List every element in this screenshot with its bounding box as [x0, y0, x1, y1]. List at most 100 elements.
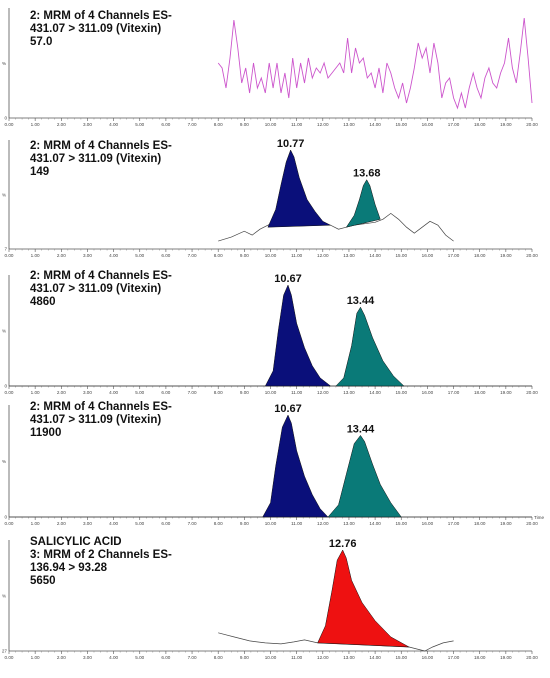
- chromatogram-panel: 0.00 1.00 2.00 3.00 4.00 5.00 6.00 7.00 8.00 9.00…: [2, 273, 538, 395]
- x-tick-label: 19.00: [500, 390, 512, 395]
- peak-area: [317, 549, 410, 648]
- x-tick-label: 7.00: [188, 521, 197, 526]
- header-line: 2: MRM of 4 Channels ES-: [30, 401, 172, 413]
- x-tick-label: 20.00: [526, 122, 538, 127]
- x-tick-label: 5.00: [135, 521, 144, 526]
- x-tick-label: 9.00: [240, 253, 249, 258]
- x-tick-label: 9.00: [240, 390, 249, 395]
- x-tick-label: 17.00: [448, 122, 460, 127]
- x-tick-label: 2.00: [57, 253, 66, 258]
- x-tick-label: 14.00: [369, 122, 381, 127]
- panel-header: SALICYLIC ACID 3: MRM of 2 Channels ES- …: [30, 536, 172, 588]
- x-tick-label: 18.00: [474, 390, 486, 395]
- x-tick-label: 18.00: [474, 122, 486, 127]
- panel-header: 2: MRM of 4 Channels ES- 431.07 > 311.09…: [30, 10, 172, 49]
- x-tick-label: 19.00: [500, 655, 512, 660]
- panel-header: 2: MRM of 4 Channels ES- 431.07 > 311.09…: [30, 140, 172, 179]
- panel-header: 2: MRM of 4 Channels ES- 431.07 > 311.09…: [30, 401, 172, 440]
- x-tick-label: 15.00: [396, 253, 408, 258]
- x-tick-label: 10.00: [265, 521, 277, 526]
- chromatogram-panel: 0.00 1.00 2.00 3.00 4.00 5.00 6.00 7.00 8.00 9.00…: [2, 538, 538, 660]
- header-line: 57.0: [30, 36, 53, 48]
- x-tick-label: 4.00: [109, 521, 118, 526]
- peak-area: [262, 414, 329, 518]
- x-tick-label: 19.00: [500, 253, 512, 258]
- peak-label: 12.76: [329, 538, 357, 550]
- x-tick-label: 12.00: [317, 390, 329, 395]
- x-tick-label: 19.00: [500, 521, 512, 526]
- header-line: 2: MRM of 4 Channels ES-: [30, 140, 172, 152]
- header-line: 4860: [30, 296, 56, 308]
- x-tick-label: 10.00: [265, 253, 277, 258]
- header-line: 431.07 > 311.09 (Vitexin): [30, 283, 162, 295]
- x-tick-label: 4.00: [109, 655, 118, 660]
- x-tick-label: 6.00: [161, 122, 170, 127]
- x-axis-label: Time: [534, 515, 544, 520]
- x-tick-label: 16.00: [422, 390, 434, 395]
- y-tick-label: 0: [4, 384, 7, 389]
- chromatogram-panel: 0.00 1.00 2.00 3.00 4.00 5.00 6.00 7.00 8.00 9.00…: [2, 8, 538, 127]
- x-tick-label: 14.00: [369, 655, 381, 660]
- x-tick-label: 1.00: [31, 390, 40, 395]
- x-tick-label: 8.00: [214, 521, 223, 526]
- x-tick-label: 10.00: [265, 390, 277, 395]
- x-tick-label: 9.00: [240, 122, 249, 127]
- x-tick-label: 3.00: [83, 521, 92, 526]
- x-tick-label: 12.00: [317, 521, 329, 526]
- baseline-trace: [218, 212, 454, 242]
- x-tick-label: 4.00: [109, 390, 118, 395]
- x-tick-label: 14.00: [369, 390, 381, 395]
- peak-label: 10.67: [274, 403, 302, 415]
- x-tick-label: 14.00: [369, 521, 381, 526]
- peak-area: [264, 284, 332, 387]
- x-tick-label: 12.00: [317, 655, 329, 660]
- x-tick-label: 20.00: [526, 253, 538, 258]
- x-tick-label: 1.00: [31, 122, 40, 127]
- x-tick-label: 16.00: [422, 253, 434, 258]
- x-tick-label: 7.00: [188, 253, 197, 258]
- header-line: 5650: [30, 575, 56, 587]
- peak-label: 13.44: [347, 295, 375, 307]
- x-tick-label: 0.00: [5, 521, 14, 526]
- x-tick-label: 15.00: [396, 122, 408, 127]
- header-line: 2: MRM of 4 Channels ES-: [30, 10, 172, 22]
- x-tick-label: 6.00: [161, 390, 170, 395]
- peak-area: [267, 149, 331, 228]
- peak-label: 10.67: [274, 273, 302, 285]
- y-tick-label: 7: [4, 247, 7, 252]
- x-tick-label: 1.00: [31, 521, 40, 526]
- peak-area: [335, 306, 405, 387]
- x-tick-label: 11.00: [291, 253, 303, 258]
- x-tick-label: 0.00: [5, 122, 14, 127]
- x-tick-label: 20.00: [526, 521, 538, 526]
- x-tick-label: 13.00: [343, 253, 355, 258]
- x-tick-label: 0.00: [5, 253, 14, 258]
- x-tick-label: 4.00: [109, 122, 118, 127]
- x-tick-label: 0.00: [5, 655, 14, 660]
- x-tick-label: 19.00: [500, 122, 512, 127]
- x-tick-label: 5.00: [135, 122, 144, 127]
- x-tick-label: 17.00: [448, 253, 460, 258]
- x-tick-label: 18.00: [474, 655, 486, 660]
- header-line: 3: MRM of 2 Channels ES-: [30, 549, 172, 561]
- header-line: 431.07 > 311.09 (Vitexin): [30, 153, 162, 165]
- trace-line: [217, 17, 533, 110]
- x-tick-label: 2.00: [57, 390, 66, 395]
- x-tick-label: 3.00: [83, 122, 92, 127]
- x-tick-label: 10.00: [265, 655, 277, 660]
- x-tick-label: 13.00: [343, 390, 355, 395]
- x-tick-label: 16.00: [422, 122, 434, 127]
- x-tick-label: 16.00: [422, 655, 434, 660]
- x-tick-label: 18.00: [474, 253, 486, 258]
- header-line: 2: MRM of 4 Channels ES-: [30, 270, 172, 282]
- x-tick-label: 17.00: [448, 655, 460, 660]
- x-tick-label: 3.00: [83, 655, 92, 660]
- y-axis-label: %: [2, 193, 6, 198]
- x-tick-label: 17.00: [448, 521, 460, 526]
- header-line: 11900: [30, 427, 62, 439]
- x-tick-label: 20.00: [526, 390, 538, 395]
- x-tick-label: 1.00: [31, 655, 40, 660]
- y-axis-label: %: [2, 329, 6, 334]
